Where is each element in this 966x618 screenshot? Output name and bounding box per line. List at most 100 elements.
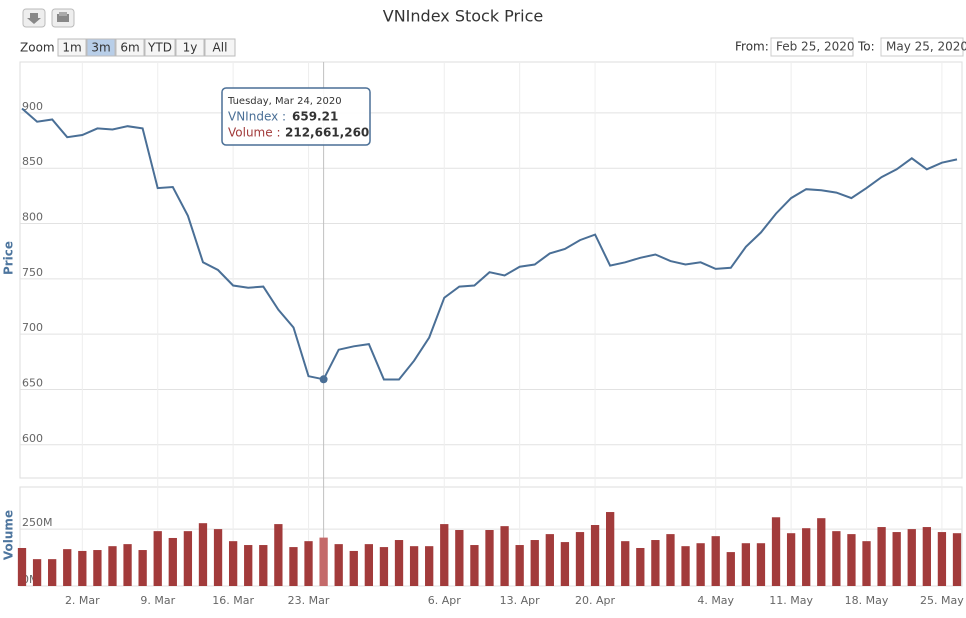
x-tick-label: 4. May <box>697 594 734 607</box>
volume-bar <box>289 547 298 586</box>
volume-bar <box>560 542 570 586</box>
volume-bar <box>832 531 841 586</box>
x-tick-label: 11. May <box>769 594 813 607</box>
range-button-label[interactable]: YTD <box>147 41 172 55</box>
to-label: To: <box>857 40 875 54</box>
volume-bar <box>123 544 132 586</box>
volume-bar <box>48 559 57 586</box>
x-tick-label: 2. Mar <box>65 594 100 607</box>
hover-marker <box>319 375 328 384</box>
y-tick-label: 600 <box>22 432 43 445</box>
volume-bar <box>138 550 147 586</box>
volume-bar <box>621 541 630 586</box>
volume-bar <box>183 531 193 586</box>
volume-bar <box>364 544 374 586</box>
x-tick-label: 20. Apr <box>575 594 615 607</box>
volume-bar <box>213 529 223 586</box>
tooltip: Tuesday, Mar 24, 2020 VNIndex : 659.21 Volu… <box>221 87 371 146</box>
y2-tick-label: 250M <box>22 516 53 529</box>
volume-bar <box>817 518 826 586</box>
volume-bar <box>334 544 343 586</box>
volume-bar <box>349 550 358 586</box>
volume-bar <box>440 524 449 586</box>
tooltip-box <box>221 87 371 146</box>
volume-bar <box>545 534 554 586</box>
volume-bar <box>93 550 102 586</box>
volume-bar <box>500 526 509 586</box>
volume-bar <box>168 537 177 586</box>
range-button-label[interactable]: 1m <box>62 41 81 55</box>
volume-bar <box>379 547 389 586</box>
x-tick-label: 13. Apr <box>500 594 540 607</box>
volume-bar <box>425 546 434 586</box>
print-button[interactable] <box>51 8 75 28</box>
x-tick-label: 9. Mar <box>140 594 175 607</box>
volume-bar <box>726 552 735 586</box>
volume-bar <box>711 536 720 586</box>
volume-bar <box>605 512 615 586</box>
x-tick-label: 23. Mar <box>288 594 330 607</box>
range-button[interactable] <box>86 38 116 57</box>
y-axis-title: Price <box>2 241 16 275</box>
y-tick-label: 800 <box>22 211 43 224</box>
volume-bar <box>274 524 283 586</box>
volume-bar <box>741 543 751 586</box>
volume-bar <box>666 534 675 586</box>
volume-bar <box>937 532 947 586</box>
range-button[interactable] <box>175 38 205 57</box>
range-button-label[interactable]: 3m <box>91 41 110 55</box>
range-button[interactable] <box>57 38 87 57</box>
x-tick-label: 25. May <box>920 594 964 607</box>
from-input-box[interactable] <box>770 37 854 57</box>
y2-axis-title: Volume <box>2 510 16 560</box>
tooltip-value: 659.21 <box>292 110 338 124</box>
from-input[interactable]: Feb 25, 2020 <box>776 40 855 54</box>
volume-bar <box>530 540 539 586</box>
tooltip-series-label: VNIndex : <box>228 110 286 124</box>
volume-bar <box>847 534 856 586</box>
range-button-label[interactable]: 1y <box>183 41 198 55</box>
range-button-label[interactable]: 6m <box>120 41 139 55</box>
volume-bar <box>636 547 645 586</box>
range-button[interactable] <box>115 38 145 57</box>
volume-bar <box>244 545 253 586</box>
volume-bar <box>756 543 766 586</box>
to-input[interactable]: May 25, 2020 <box>886 40 966 54</box>
y-tick-label: 750 <box>22 266 43 279</box>
x-tick-label: 6. Apr <box>428 594 461 607</box>
zoom-label: Zoom <box>20 41 55 55</box>
download-button[interactable] <box>22 8 46 28</box>
tooltip-value: 212,661,260 <box>285 126 369 140</box>
volume-bar <box>304 541 313 586</box>
range-button[interactable] <box>204 38 236 57</box>
volume-bar <box>907 529 916 586</box>
x-tick-label: 18. May <box>845 594 889 607</box>
volume-bar <box>651 540 660 586</box>
range-button[interactable] <box>144 38 176 57</box>
chart-title: VNIndex Stock Price <box>383 7 543 26</box>
y-tick-label: 700 <box>22 321 43 334</box>
range-button-label[interactable]: All <box>213 41 228 55</box>
volume-bar <box>259 545 268 586</box>
volume-bar <box>877 527 886 586</box>
volume-bar <box>590 525 600 586</box>
tooltip-series-label: Volume : <box>228 126 281 140</box>
volume-bar <box>409 546 419 586</box>
volume-bar <box>771 517 781 586</box>
volume-bar <box>394 540 404 586</box>
volume-bar <box>153 531 162 586</box>
volume-bar <box>802 528 811 586</box>
from-label: From: <box>735 40 769 54</box>
volume-bar <box>108 546 117 586</box>
y-tick-label: 850 <box>22 155 43 168</box>
volume-bar <box>32 559 42 586</box>
volume-bar <box>228 541 238 586</box>
volume-bar <box>470 545 479 586</box>
price-line <box>21 107 958 381</box>
volume-bar <box>78 550 87 586</box>
volume-bar <box>319 537 328 586</box>
volume-bar <box>63 549 72 586</box>
to-input-box[interactable] <box>880 37 964 57</box>
